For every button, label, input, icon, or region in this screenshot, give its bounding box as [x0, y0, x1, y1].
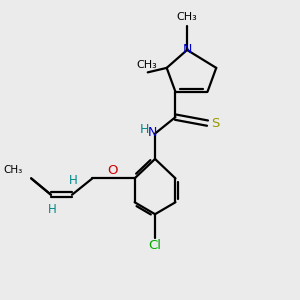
Text: CH₃: CH₃ [177, 12, 197, 22]
Text: H: H [139, 124, 148, 136]
Text: N: N [147, 126, 157, 139]
Text: CH₃: CH₃ [4, 165, 23, 175]
Text: Cl: Cl [148, 239, 161, 252]
Text: H: H [48, 202, 57, 216]
Text: N: N [182, 44, 192, 56]
Text: S: S [212, 117, 220, 130]
Text: H: H [69, 174, 78, 187]
Text: O: O [107, 164, 118, 177]
Text: CH₃: CH₃ [136, 60, 157, 70]
